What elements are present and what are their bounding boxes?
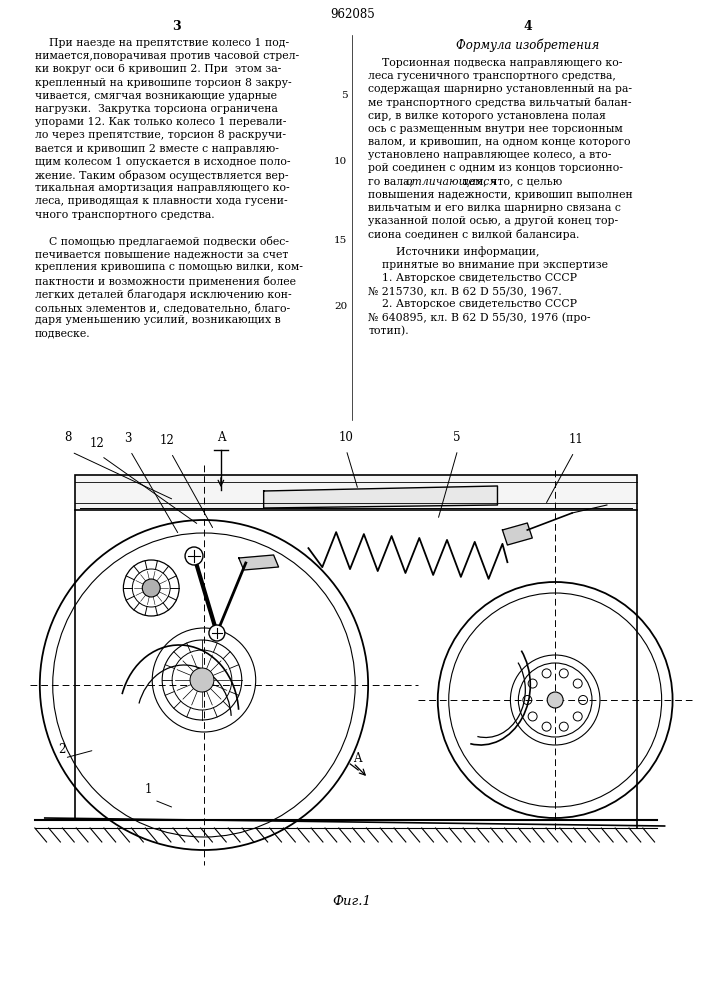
Text: крепленный на кривошипе торсион 8 закру-: крепленный на кривошипе торсион 8 закру- <box>35 78 291 88</box>
Text: упорами 12. Как только колесо 1 перевали-: упорами 12. Как только колесо 1 перевали… <box>35 117 286 127</box>
Circle shape <box>142 579 160 597</box>
Text: 1. Авторское свидетельство СССР: 1. Авторское свидетельство СССР <box>368 273 577 283</box>
Text: жение. Таким образом осуществляется вер-: жение. Таким образом осуществляется вер- <box>35 170 288 181</box>
Text: крепления кривошипа с помощью вилки, ком-: крепления кривошипа с помощью вилки, ком… <box>35 262 303 272</box>
Text: Фиг.1: Фиг.1 <box>333 895 372 908</box>
Text: 5: 5 <box>452 431 460 444</box>
Text: сольных элементов и, следовательно, благо-: сольных элементов и, следовательно, благ… <box>35 302 290 313</box>
Text: 10: 10 <box>334 157 347 166</box>
Text: 4: 4 <box>523 20 532 33</box>
Text: 10: 10 <box>338 431 354 444</box>
Text: ло через препятствие, торсион 8 раскручи-: ло через препятствие, торсион 8 раскручи… <box>35 130 286 140</box>
Text: 8: 8 <box>64 431 72 444</box>
Text: сир, в вилке которого установлена полая: сир, в вилке которого установлена полая <box>368 111 606 121</box>
Text: ось с размещенным внутри нее торсионным: ось с размещенным внутри нее торсионным <box>368 124 623 134</box>
Text: содержащая шарнирно установленный на ра-: содержащая шарнирно установленный на ра- <box>368 84 632 94</box>
Text: сиона соединен с вилкой балансира.: сиона соединен с вилкой балансира. <box>368 229 580 240</box>
Text: принятые во внимание при экспертизе: принятые во внимание при экспертизе <box>368 260 608 270</box>
Circle shape <box>209 625 225 641</box>
Text: леса, приводящая к плавности хода гусени-: леса, приводящая к плавности хода гусени… <box>35 196 288 206</box>
Text: печивается повышение надежности за счет: печивается повышение надежности за счет <box>35 249 288 259</box>
Text: валом, и кривошип, на одном конце которого: валом, и кривошип, на одном конце которо… <box>368 137 631 147</box>
Text: 3: 3 <box>124 432 132 445</box>
Text: вается и кривошип 2 вместе с направляю-: вается и кривошип 2 вместе с направляю- <box>35 144 279 154</box>
Text: Торсионная подвеска направляющего ко-: Торсионная подвеска направляющего ко- <box>368 58 622 68</box>
Circle shape <box>547 692 563 708</box>
Text: чивается, смягчая возникающие ударные: чивается, смягчая возникающие ударные <box>35 91 277 101</box>
Text: даря уменьшению усилий, возникающих в: даря уменьшению усилий, возникающих в <box>35 315 281 325</box>
Text: щим колесом 1 опускается в исходное поло-: щим колесом 1 опускается в исходное поло… <box>35 157 291 167</box>
Text: вильчатым и его вилка шарнирно связана с: вильчатым и его вилка шарнирно связана с <box>368 203 621 213</box>
Text: повышения надежности, кривошип выполнен: повышения надежности, кривошип выполнен <box>368 190 633 200</box>
Text: С помощью предлагаемой подвески обес-: С помощью предлагаемой подвески обес- <box>35 236 288 247</box>
Text: указанной полой осью, а другой конец тор-: указанной полой осью, а другой конец тор… <box>368 216 618 226</box>
Text: тикальная амортизация направляющего ко-: тикальная амортизация направляющего ко- <box>35 183 289 193</box>
Circle shape <box>190 668 214 692</box>
Text: нагрузки.  Закрутка торсиона ограничена: нагрузки. Закрутка торсиона ограничена <box>35 104 278 114</box>
Text: 2: 2 <box>58 743 65 756</box>
Text: тем, что, с целью: тем, что, с целью <box>459 177 562 187</box>
Text: 11: 11 <box>569 433 584 446</box>
Text: 5: 5 <box>341 91 347 100</box>
Text: 1: 1 <box>144 783 151 796</box>
Text: рой соединен с одним из концов торсионно-: рой соединен с одним из концов торсионно… <box>368 163 623 173</box>
Text: № 215730, кл. B 62 D 55/30, 1967.: № 215730, кл. B 62 D 55/30, 1967. <box>368 286 562 296</box>
Text: 15: 15 <box>334 236 347 245</box>
Text: При наезде на препятствие колесо 1 под-: При наезде на препятствие колесо 1 под- <box>35 38 289 48</box>
Polygon shape <box>264 486 498 508</box>
Text: Формула изобретения: Формула изобретения <box>456 38 599 51</box>
Text: A: A <box>217 431 226 444</box>
Text: установлено направляющее колесо, а вто-: установлено направляющее колесо, а вто- <box>368 150 612 160</box>
Text: 20: 20 <box>334 302 347 311</box>
Text: леса гусеничного транспортного средства,: леса гусеничного транспортного средства, <box>368 71 616 81</box>
Text: чного транспортного средства.: чного транспортного средства. <box>35 210 214 220</box>
Text: ме транспортного средства вильчатый балан-: ме транспортного средства вильчатый бала… <box>368 97 631 108</box>
Text: A: A <box>354 752 362 765</box>
Polygon shape <box>503 523 532 545</box>
Text: тотип).: тотип). <box>368 326 409 336</box>
Text: № 640895, кл. B 62 D 55/30, 1976 (про-: № 640895, кл. B 62 D 55/30, 1976 (про- <box>368 313 590 323</box>
Text: отличающаяся: отличающаяся <box>405 177 497 187</box>
Text: 962085: 962085 <box>330 8 375 21</box>
Text: 12: 12 <box>159 434 174 447</box>
Polygon shape <box>239 555 279 570</box>
Text: легких деталей благодаря исключению кон-: легких деталей благодаря исключению кон- <box>35 289 291 300</box>
Bar <box>75 475 637 510</box>
Text: подвеске.: подвеске. <box>35 328 90 338</box>
Text: 2. Авторское свидетельство СССР: 2. Авторское свидетельство СССР <box>368 299 577 309</box>
Text: 12: 12 <box>90 437 105 450</box>
Text: пактности и возможности применения более: пактности и возможности применения более <box>35 276 296 287</box>
Text: го вала,: го вала, <box>368 177 416 187</box>
Text: нимается,поворачивая против часовой стрел-: нимается,поворачивая против часовой стре… <box>35 51 299 61</box>
Text: Источники информации,: Источники информации, <box>368 247 539 257</box>
Text: 3: 3 <box>172 20 180 33</box>
Text: ки вокруг оси 6 кривошип 2. При  этом за-: ки вокруг оси 6 кривошип 2. При этом за- <box>35 64 281 74</box>
Circle shape <box>185 547 203 565</box>
